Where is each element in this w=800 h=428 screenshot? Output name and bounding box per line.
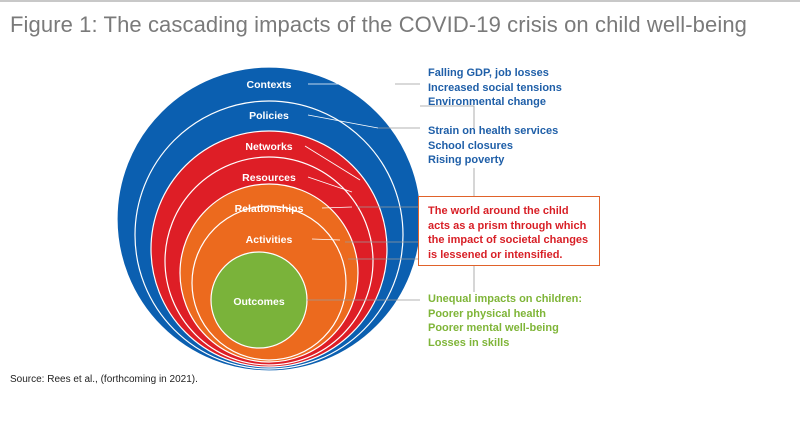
policies-impact-item: School closures <box>428 139 513 152</box>
outcomes-impact-item: Poorer physical health <box>428 307 546 320</box>
prism-callout-line: acts as a prism through which <box>428 219 587 232</box>
prism-callout-line: the impact of societal changes <box>428 234 589 246</box>
layer-connector-line <box>311 238 341 241</box>
layer-connector-line <box>307 176 353 193</box>
prism-callout-line: is lessened or intensified. <box>428 248 563 261</box>
outcomes-impact-item: Poorer mental well-being <box>428 322 559 334</box>
prism-callout-line: The world around the child <box>428 205 569 217</box>
activities-label: Activities <box>246 234 293 246</box>
layer-connector-line <box>321 206 353 209</box>
networks-label: Networks <box>245 141 292 153</box>
outcomes-impact-item: Losses in skills <box>428 336 510 349</box>
source-note: Source: Rees et al., (forthcoming in 202… <box>10 374 198 385</box>
outcomes-impact-item: Unequal impacts on children: <box>428 293 583 305</box>
outcomes-label: Outcomes <box>233 296 285 308</box>
contexts-impact-item: Environmental change <box>428 96 546 108</box>
resources-label: Resources <box>242 172 296 184</box>
figure-title: Figure 1: The cascading impacts of the C… <box>10 12 747 37</box>
policies-label: Policies <box>249 110 289 122</box>
policies-impacts-list: Strain on health services School closure… <box>428 124 558 168</box>
policies-impact-item: Rising poverty <box>428 154 505 166</box>
contexts-impact-item: Increased social tensions <box>428 81 562 94</box>
layer-connector-line <box>307 114 379 129</box>
contexts-label: Contexts <box>247 79 292 91</box>
leader-line <box>420 105 475 128</box>
relationships-label: Relationships <box>235 203 304 215</box>
contexts-impacts-list: Falling GDP, job losses Increased social… <box>428 66 562 110</box>
top-rule <box>0 0 800 2</box>
contexts-impact-item: Falling GDP, job losses <box>428 67 549 79</box>
layer-connector-line <box>304 145 361 181</box>
outcomes-impacts-list: Unequal impacts on children: Poorer phys… <box>428 292 582 350</box>
policies-impact-item: Strain on health services <box>428 125 559 137</box>
prism-callout-box: The world around the child acts as a pri… <box>418 196 600 266</box>
